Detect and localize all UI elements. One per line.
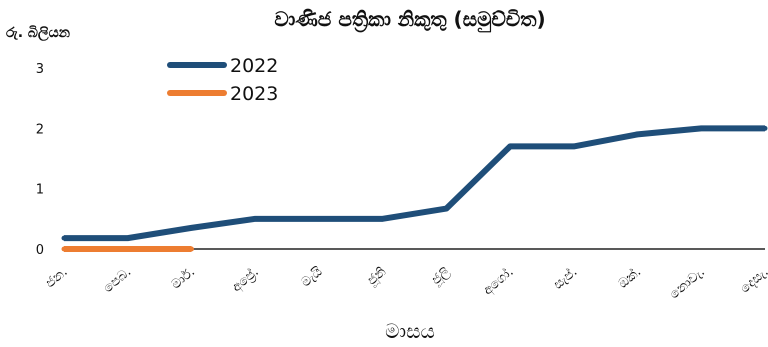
x-tick-label: පෙබ. bbox=[101, 265, 134, 296]
x-tick-label: සැප්. bbox=[550, 264, 580, 293]
data-point-2022 bbox=[443, 206, 449, 212]
x-tick-label: මැයි bbox=[299, 264, 326, 290]
data-point-2022 bbox=[316, 216, 322, 222]
x-tick-label: අගෝ. bbox=[480, 264, 517, 298]
data-point-2022 bbox=[507, 143, 513, 149]
x-tick-label: ජන. bbox=[43, 265, 71, 292]
legend-label-2022: 2022 bbox=[230, 55, 278, 77]
y-tick-label: 1 bbox=[36, 183, 44, 198]
x-tick-label: දෙසැ. bbox=[738, 265, 768, 297]
data-point-2022 bbox=[125, 235, 131, 241]
data-point-2022 bbox=[252, 216, 258, 222]
x-axis-ticks: ජන. පෙබ. මාර්. අප්‍රේ. මැයි ජූනි ජූලි අගෝ. සැප්.… bbox=[43, 264, 768, 303]
y-axis-ticks: 0 1 2 3 bbox=[36, 62, 44, 258]
x-tick-label: නොවැ. bbox=[667, 265, 708, 303]
chart-title: වාණිජ පත්‍රිකා නිකුතු (සමුච්චිත) bbox=[274, 7, 545, 34]
data-point-2022 bbox=[188, 225, 194, 231]
y-tick-label: 0 bbox=[36, 243, 44, 258]
y-tick-label: 3 bbox=[36, 62, 44, 77]
data-point-2022 bbox=[762, 125, 768, 131]
x-tick-label: මාර්. bbox=[168, 264, 198, 293]
data-point-2023 bbox=[125, 246, 131, 252]
data-point-2022 bbox=[61, 235, 67, 241]
data-point-2023 bbox=[188, 246, 194, 252]
x-tick-label: ජූලි bbox=[429, 265, 453, 289]
data-point-2022 bbox=[635, 131, 641, 137]
data-point-2023 bbox=[61, 246, 67, 252]
data-point-2022 bbox=[571, 143, 577, 149]
series-line-2022 bbox=[64, 125, 765, 242]
x-tick-label: ඔක්. bbox=[615, 264, 644, 292]
data-point-2022 bbox=[698, 125, 704, 131]
x-tick-label: ජූනි bbox=[365, 264, 390, 288]
series-layer bbox=[61, 125, 768, 252]
legend-label-2023: 2023 bbox=[230, 83, 278, 105]
y-axis-label: රු. බිලියන bbox=[6, 25, 71, 42]
x-tick-label: අප්‍රේ. bbox=[229, 264, 262, 296]
data-point-2022 bbox=[380, 216, 386, 222]
legend: 2022 2023 bbox=[167, 55, 278, 105]
y-tick-label: 2 bbox=[36, 122, 44, 137]
x-axis-label: මාසය bbox=[385, 319, 435, 343]
